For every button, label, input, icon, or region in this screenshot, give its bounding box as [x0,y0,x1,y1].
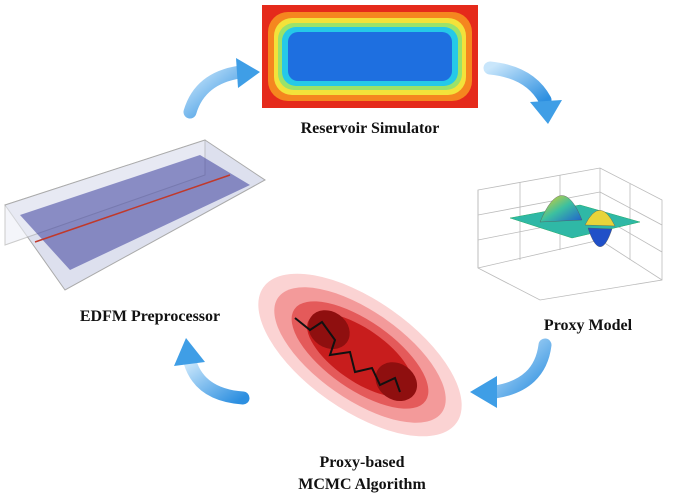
mcmc-chain [294,317,401,393]
reservoir-heatmap [262,5,478,108]
node-label: Reservoir Simulator [301,120,440,137]
node-label: Proxy Model [544,317,633,334]
edfm-fracture-model [4,139,266,291]
node-label: Proxy-based [319,454,404,471]
node-label: EDFM Preprocessor [80,308,220,325]
cycle-arrows [174,58,562,408]
mcmc-posterior [258,273,462,437]
node-label: MCMC Algorithm [298,476,426,493]
proxy-surface-plot [477,167,663,301]
